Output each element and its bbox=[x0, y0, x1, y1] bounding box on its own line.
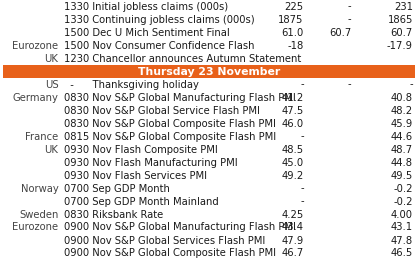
Text: 48.5: 48.5 bbox=[281, 145, 304, 154]
Text: 60.7: 60.7 bbox=[329, 28, 351, 37]
Text: Sweden: Sweden bbox=[19, 210, 59, 219]
Text: 0930 Nov Flash Services PMI: 0930 Nov Flash Services PMI bbox=[64, 171, 207, 180]
Text: 48.2: 48.2 bbox=[391, 106, 413, 115]
Text: US: US bbox=[45, 80, 59, 89]
Text: 47.5: 47.5 bbox=[281, 106, 304, 115]
Text: 1230 Chancellor announces Autumn Statement: 1230 Chancellor announces Autumn Stateme… bbox=[64, 54, 301, 63]
Text: -17.9: -17.9 bbox=[387, 41, 413, 50]
Text: 0900 Nov S&P Global Manufacturing Flash PMI: 0900 Nov S&P Global Manufacturing Flash … bbox=[64, 223, 295, 232]
Text: 4.25: 4.25 bbox=[281, 210, 304, 219]
Text: 1500 Dec U Mich Sentiment Final: 1500 Dec U Mich Sentiment Final bbox=[64, 28, 229, 37]
Text: 0830 Nov S&P Global Service Flash PMI: 0830 Nov S&P Global Service Flash PMI bbox=[64, 106, 260, 115]
Text: 0700 Sep GDP Month: 0700 Sep GDP Month bbox=[64, 184, 170, 193]
Text: 1500 Nov Consumer Confidence Flash: 1500 Nov Consumer Confidence Flash bbox=[64, 41, 254, 50]
Text: 1330 Initial jobless claims (000s): 1330 Initial jobless claims (000s) bbox=[64, 2, 228, 11]
Text: 0830 Nov S&P Global Composite Flash PMI: 0830 Nov S&P Global Composite Flash PMI bbox=[64, 119, 276, 128]
Text: Germany: Germany bbox=[12, 93, 59, 102]
Text: 0900 Nov S&P Global Composite Flash PMI: 0900 Nov S&P Global Composite Flash PMI bbox=[64, 249, 276, 258]
Text: -: - bbox=[300, 80, 304, 89]
Text: 45.9: 45.9 bbox=[391, 119, 413, 128]
Bar bbox=[3, 65, 415, 78]
Text: 4.00: 4.00 bbox=[391, 210, 413, 219]
Text: -0.2: -0.2 bbox=[393, 184, 413, 193]
Text: 44.6: 44.6 bbox=[391, 132, 413, 141]
Text: 43.1: 43.1 bbox=[391, 223, 413, 232]
Text: 0930 Nov Flash Composite PMI: 0930 Nov Flash Composite PMI bbox=[64, 145, 217, 154]
Text: 1875: 1875 bbox=[278, 15, 304, 24]
Text: 1330 Continuing jobless claims (000s): 1330 Continuing jobless claims (000s) bbox=[64, 15, 254, 24]
Text: 0700 Sep GDP Month Mainland: 0700 Sep GDP Month Mainland bbox=[64, 197, 218, 206]
Text: -: - bbox=[300, 184, 304, 193]
Text: 43.4: 43.4 bbox=[282, 223, 304, 232]
Text: -: - bbox=[300, 132, 304, 141]
Text: 40.8: 40.8 bbox=[391, 93, 413, 102]
Text: 0830 Riksbank Rate: 0830 Riksbank Rate bbox=[64, 210, 163, 219]
Text: -: - bbox=[347, 2, 351, 11]
Text: 49.5: 49.5 bbox=[391, 171, 413, 180]
Text: -: - bbox=[347, 15, 351, 24]
Text: 47.8: 47.8 bbox=[391, 236, 413, 245]
Text: 48.7: 48.7 bbox=[391, 145, 413, 154]
Text: 49.2: 49.2 bbox=[281, 171, 304, 180]
Text: 45.0: 45.0 bbox=[281, 158, 304, 167]
Text: UK: UK bbox=[44, 145, 59, 154]
Text: 231: 231 bbox=[394, 2, 413, 11]
Text: -: - bbox=[300, 197, 304, 206]
Text: -: - bbox=[347, 80, 351, 89]
Text: 0830 Nov S&P Global Manufacturing Flash PMI: 0830 Nov S&P Global Manufacturing Flash … bbox=[64, 93, 295, 102]
Text: -: - bbox=[409, 80, 413, 89]
Text: 61.0: 61.0 bbox=[281, 28, 304, 37]
Text: 41.2: 41.2 bbox=[281, 93, 304, 102]
Text: Norway: Norway bbox=[21, 184, 59, 193]
Text: 46.7: 46.7 bbox=[281, 249, 304, 258]
Text: 0930 Nov Flash Manufacturing PMI: 0930 Nov Flash Manufacturing PMI bbox=[64, 158, 237, 167]
Text: 0900 Nov S&P Global Services Flash PMI: 0900 Nov S&P Global Services Flash PMI bbox=[64, 236, 265, 245]
Text: Eurozone: Eurozone bbox=[12, 41, 59, 50]
Text: -18: -18 bbox=[288, 41, 304, 50]
Text: -0.2: -0.2 bbox=[393, 197, 413, 206]
Text: 46.5: 46.5 bbox=[391, 249, 413, 258]
Text: 0815 Nov S&P Global Composite Flash PMI: 0815 Nov S&P Global Composite Flash PMI bbox=[64, 132, 276, 141]
Text: 60.7: 60.7 bbox=[391, 28, 413, 37]
Text: UK: UK bbox=[44, 54, 59, 63]
Text: Thursday 23 November: Thursday 23 November bbox=[138, 67, 280, 76]
Text: 47.9: 47.9 bbox=[281, 236, 304, 245]
Text: 44.8: 44.8 bbox=[391, 158, 413, 167]
Text: 1865: 1865 bbox=[388, 15, 413, 24]
Text: 225: 225 bbox=[285, 2, 304, 11]
Text: 46.0: 46.0 bbox=[281, 119, 304, 128]
Text: Eurozone: Eurozone bbox=[12, 223, 59, 232]
Text: -      Thanksgiving holiday: - Thanksgiving holiday bbox=[64, 80, 199, 89]
Text: France: France bbox=[25, 132, 59, 141]
